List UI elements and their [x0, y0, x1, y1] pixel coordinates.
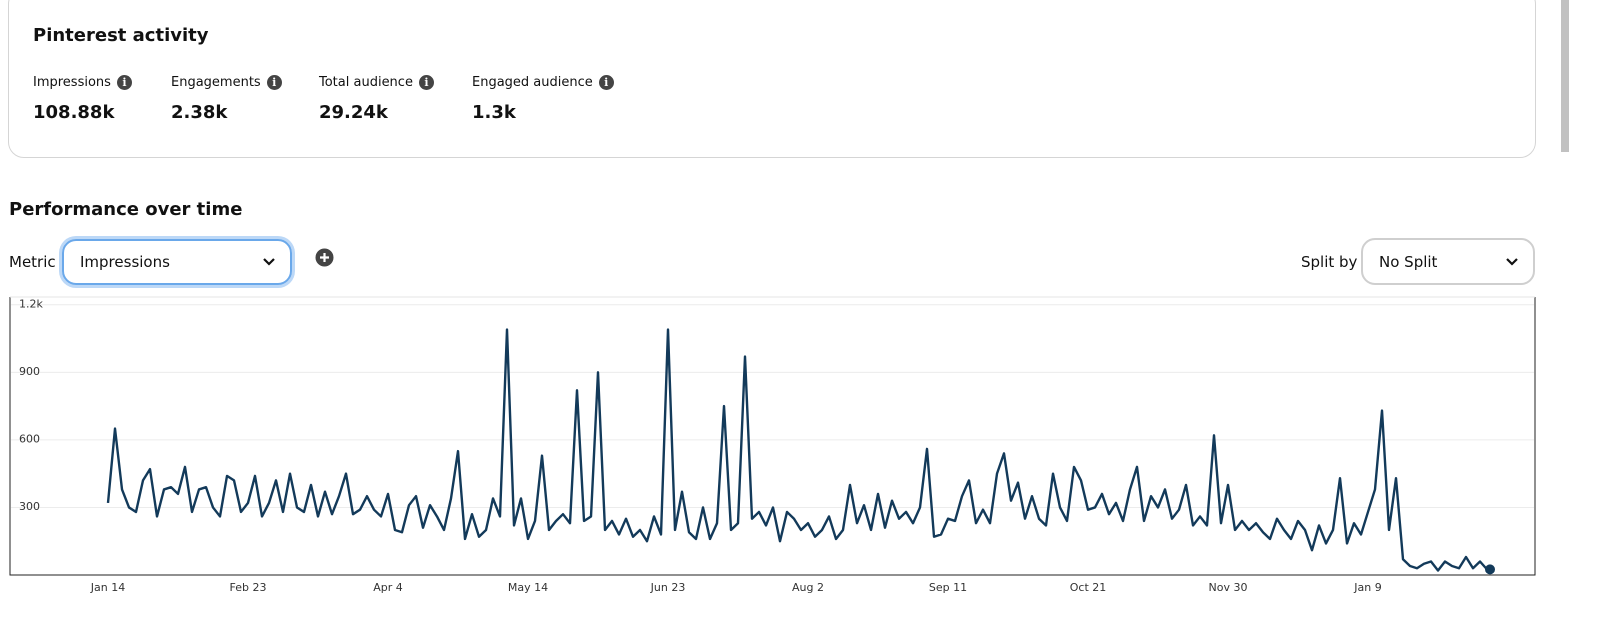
x-tick-label: May 14 [508, 581, 548, 594]
end-point [1485, 564, 1495, 575]
scrollbar [1561, 0, 1569, 152]
metric-label: Total audience i [319, 75, 434, 90]
line [106, 328, 1488, 572]
chevron [263, 258, 275, 266]
metric-value: Impressions [80, 253, 170, 271]
x-tick-label: Aug 2 [792, 581, 824, 594]
metric-label: Metric [9, 253, 56, 271]
section-title: Performance over time [9, 199, 243, 220]
metric-name: Engaged audience [472, 75, 593, 90]
metric-value: 1.3k [472, 102, 516, 123]
metric-value: 2.38k [171, 102, 228, 123]
x-tick-label: Apr 4 [373, 581, 403, 594]
x-tick-label: Oct 21 [1070, 581, 1107, 594]
info-icon[interactable]: i [116, 75, 132, 90]
chart: 300 600 900 1.2k Jan 14 Feb 23 Apr 4 May 14 Jun … [9, 296, 1536, 594]
metric-name: Total audience [319, 75, 413, 90]
x-tick-label: Jan 9 [1353, 581, 1381, 594]
metric-label: Engaged audience i [472, 75, 614, 90]
metric-label: Engagements i [171, 75, 282, 90]
split-value: No Split [1379, 252, 1438, 271]
metric-value: 108.88k [33, 102, 115, 123]
split-select[interactable]: No Split [1361, 238, 1535, 285]
activity-title: Pinterest activity [33, 25, 209, 46]
add-metric[interactable] [315, 248, 334, 267]
chevron [1506, 257, 1518, 266]
split-label: Split by [1301, 253, 1358, 271]
y-tick-label: 600 [19, 432, 40, 445]
info-icon[interactable]: i [598, 75, 614, 90]
metric-name: Engagements [171, 75, 261, 90]
info-icon[interactable]: i [418, 75, 434, 90]
x-tick-label: Feb 23 [230, 581, 267, 594]
activity-card [8, 0, 1536, 158]
y-tick-label: 900 [19, 365, 40, 378]
x-tick-label: Sep 11 [929, 581, 967, 594]
info-icon[interactable]: i [266, 75, 282, 90]
x-tick-label: Jan 14 [90, 581, 125, 594]
metric-name: Impressions [33, 75, 111, 90]
y-tick-label: 1.2k [19, 297, 43, 310]
metric-label: Impressions i [33, 75, 132, 90]
plot-frame [9, 297, 1536, 576]
metric-select[interactable]: Impressions [62, 239, 292, 285]
x-tick-label: Jun 23 [650, 581, 686, 594]
y-tick-label: 300 [19, 500, 40, 513]
metric-value: 29.24k [319, 102, 388, 123]
x-tick-label: Nov 30 [1209, 581, 1248, 594]
